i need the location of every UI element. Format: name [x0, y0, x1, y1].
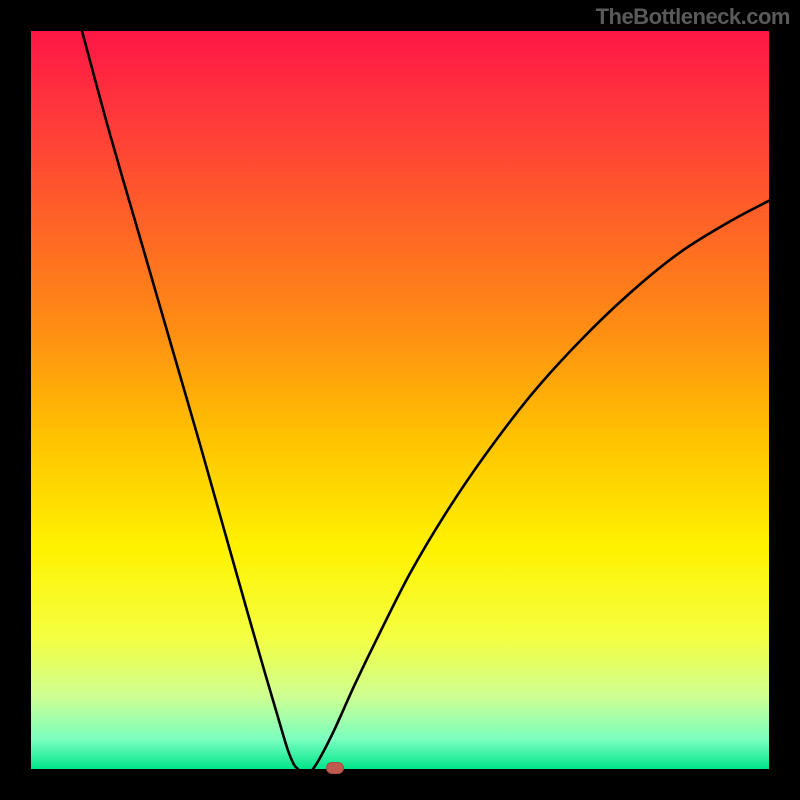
bottleneck-marker [326, 762, 344, 774]
curve-svg [31, 31, 769, 769]
chart-container: TheBottleneck.com [0, 0, 800, 800]
watermark-text: TheBottleneck.com [596, 4, 790, 30]
plot-area [31, 31, 769, 769]
